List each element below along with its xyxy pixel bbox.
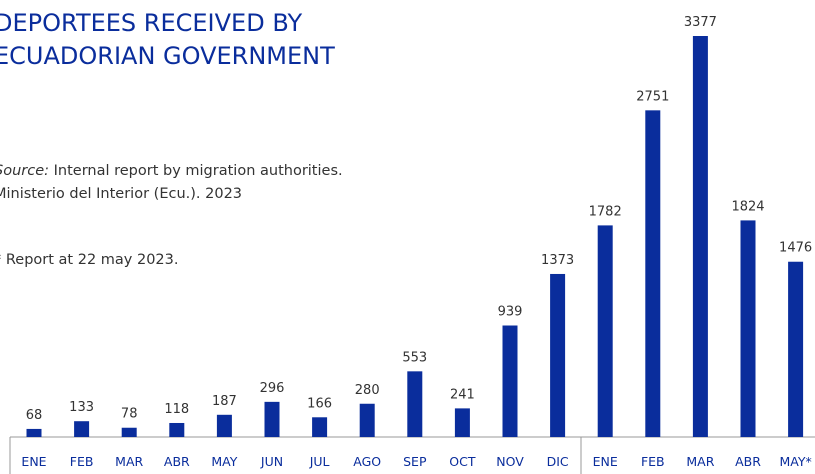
- bar: [216, 414, 232, 437]
- source-text: Internal report by migration authorities…: [54, 163, 343, 179]
- bar: [264, 401, 280, 437]
- x-tick-label: ENE: [593, 454, 618, 469]
- bar: [597, 225, 613, 437]
- bar: [359, 403, 375, 437]
- x-tick-label: MAY: [211, 454, 237, 469]
- x-tick-label: DIC: [547, 454, 569, 469]
- value-label: 2751: [636, 89, 669, 104]
- x-tick-label: ABR: [735, 454, 761, 469]
- bar: [502, 325, 518, 437]
- chart-title: DEPORTEES RECEIVED BY: [0, 9, 302, 37]
- bar: [169, 422, 185, 437]
- value-label: 78: [121, 407, 138, 422]
- x-tick-label: OCT: [449, 454, 476, 469]
- value-label: 553: [402, 350, 427, 365]
- note: * Report at 22 may 2023.: [0, 252, 179, 268]
- chart-title: ECUADORIAN GOVERNMENT: [0, 42, 335, 70]
- value-label: 939: [498, 304, 523, 319]
- value-label: 3377: [684, 15, 717, 30]
- bar: [740, 220, 756, 437]
- bar: [550, 273, 566, 437]
- source-label: Source:: [0, 163, 49, 179]
- x-tick-label: ENE: [21, 454, 46, 469]
- bar: [312, 417, 328, 437]
- x-tick-label: SEP: [403, 454, 427, 469]
- value-label: 1476: [779, 241, 812, 256]
- value-label: 1782: [589, 204, 622, 219]
- source-text: Ministerio del Interior (Ecu.). 2023: [0, 186, 242, 202]
- bar: [692, 36, 708, 437]
- bar: [74, 421, 90, 437]
- value-label: 166: [307, 396, 332, 411]
- bar: [788, 261, 804, 437]
- x-tick-label: AGO: [353, 454, 381, 469]
- value-label: 1373: [541, 253, 574, 268]
- value-label: 187: [212, 394, 237, 409]
- x-tick-label: MAY*: [779, 454, 811, 469]
- value-label: 280: [355, 383, 380, 398]
- bar: [407, 371, 423, 437]
- value-label: 68: [26, 408, 43, 423]
- bar: [121, 427, 137, 437]
- x-tick-label: JUL: [309, 454, 330, 469]
- value-label: 1824: [731, 199, 764, 214]
- x-tick-label: FEB: [70, 454, 94, 469]
- value-label: 241: [450, 387, 475, 402]
- bar: [645, 110, 661, 438]
- bar: [454, 408, 470, 437]
- bar: [26, 428, 42, 437]
- value-label: 296: [260, 381, 285, 396]
- x-tick-label: MAR: [686, 454, 714, 469]
- x-tick-label: NOV: [496, 454, 524, 469]
- value-label: 118: [164, 402, 189, 417]
- x-tick-label: ABR: [164, 454, 190, 469]
- x-tick-label: JUN: [260, 454, 283, 469]
- x-tick-label: MAR: [115, 454, 143, 469]
- source: Source: Internal report by migration aut…: [0, 163, 343, 179]
- value-label: 133: [69, 400, 94, 415]
- x-tick-label: FEB: [641, 454, 665, 469]
